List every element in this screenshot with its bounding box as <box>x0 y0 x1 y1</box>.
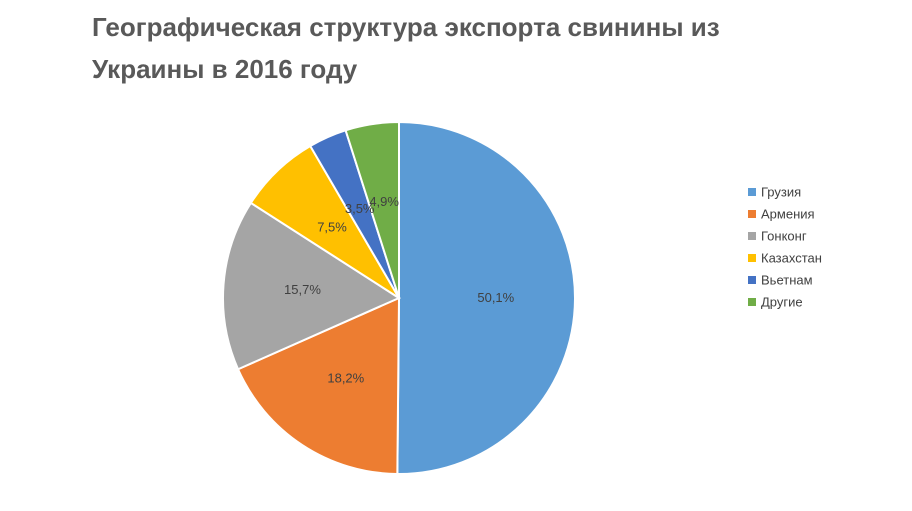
data-label: 50,1% <box>477 290 514 305</box>
legend-swatch <box>748 232 756 240</box>
legend-swatch <box>748 188 756 196</box>
data-label: 18,2% <box>327 370 364 385</box>
legend-label: Гонконг <box>761 228 807 243</box>
chart-title: Географическая структура экспорта свинин… <box>92 12 720 84</box>
data-label: 7,5% <box>317 220 347 235</box>
data-label: 15,7% <box>284 282 321 297</box>
legend-label: Армения <box>761 206 815 221</box>
pie-slice <box>344 120 400 299</box>
legend-label: Казахстан <box>761 250 822 265</box>
legend-label: Грузия <box>761 184 801 199</box>
legend-label: Другие <box>761 294 803 309</box>
legend-swatch <box>748 254 756 262</box>
data-label: 4,9% <box>369 194 399 209</box>
pie-slice <box>236 296 401 476</box>
legend-label: Вьетнам <box>761 272 813 287</box>
data-label: 3,5% <box>345 201 375 216</box>
legend-swatch <box>748 298 756 306</box>
pie-slice <box>222 201 402 371</box>
pie-slice <box>396 120 576 475</box>
legend-swatch <box>748 276 756 284</box>
legend-swatch <box>748 210 756 218</box>
